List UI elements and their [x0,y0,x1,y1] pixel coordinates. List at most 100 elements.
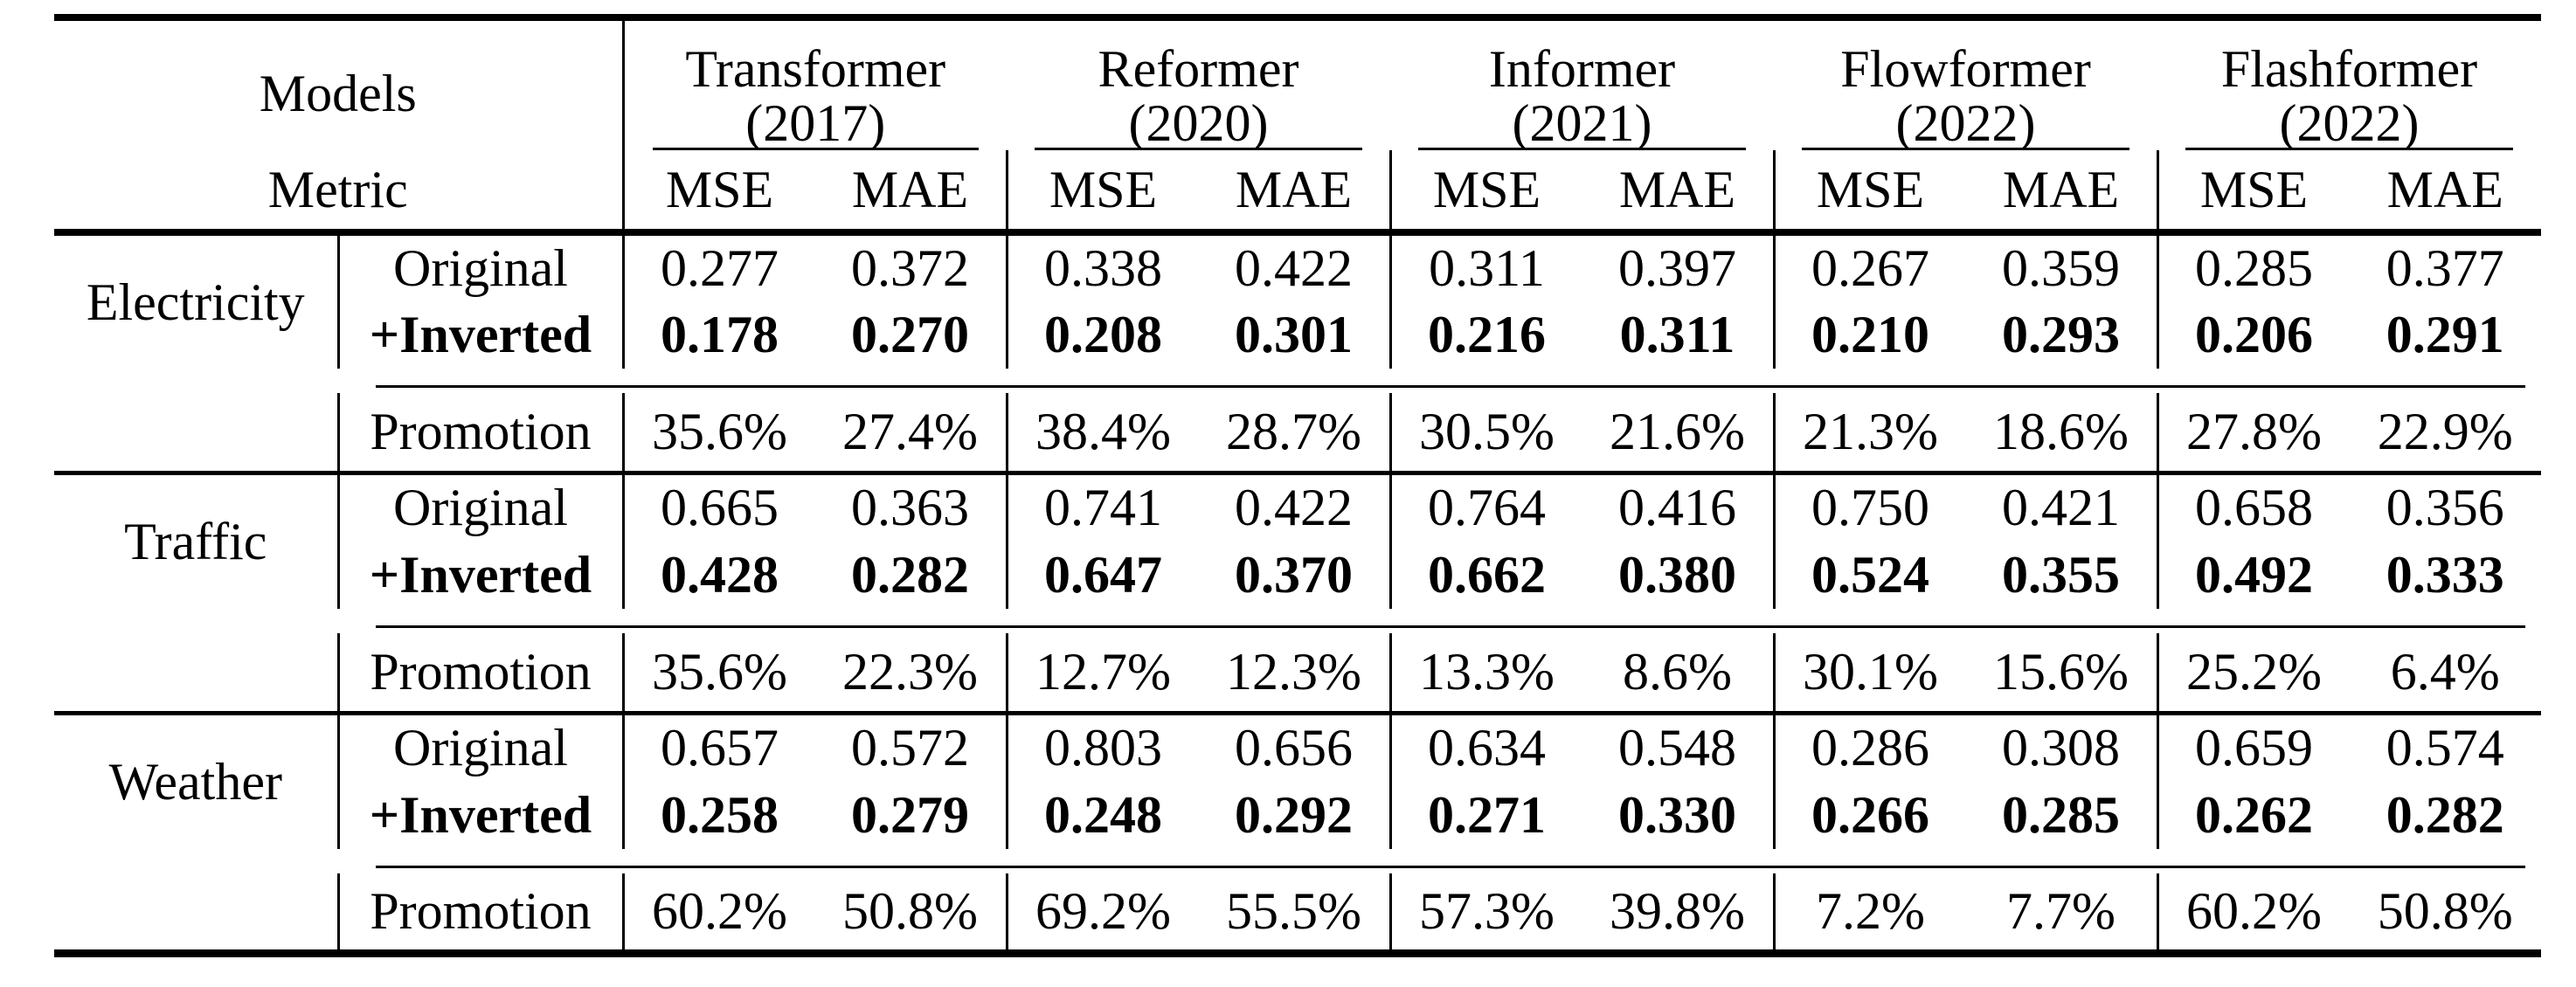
metric-value: 0.803 [1005,713,1199,781]
metric-value: 0.262 [2156,781,2350,849]
row-label-inverted: +Inverted [369,546,592,604]
dataset-label: Traffic [54,473,340,609]
metric-value: 0.282 [2386,786,2504,844]
metric-value: 0.285 [2002,786,2121,844]
mse-header: MSE [2156,150,2350,236]
metric-value: 0.282 [851,546,969,604]
metric-value: 0.662 [1388,541,1582,609]
promotion-value: 39.8% [1610,882,1745,941]
promotion-value: 12.7% [1005,633,1199,715]
promotion-value: 15.6% [1965,633,2158,715]
row-label-original: Original [393,479,568,537]
row-label-original: Original [393,719,568,777]
model-header-transformer: Transformer (2017) [621,17,1007,150]
metric-value: 0.286 [1772,713,1966,781]
model-year: (2021) [1512,94,1652,150]
promotion-value: 50.8% [2377,882,2513,941]
metric-value: 0.492 [2156,541,2350,609]
metric-value: 0.658 [2156,473,2350,541]
cmidrule [376,384,2526,388]
metric-value: 0.657 [621,713,815,781]
partial-rule-row [54,369,2541,393]
dataset-label: Electricity [54,232,340,369]
metric-value: 0.277 [621,232,815,300]
row-label-promotion: Promotion [338,633,623,715]
promotion-value: 55.5% [1226,882,1361,941]
metric-value: 0.301 [1235,306,1353,363]
metric-value: 0.266 [1772,781,1966,849]
promotion-value: 18.6% [1965,393,2158,475]
cmidrule [376,625,2526,628]
promotion-value: 57.3% [1388,873,1582,953]
metric-value: 0.292 [1235,786,1353,844]
cmidrule [376,865,2526,868]
cmidrule [1802,148,2130,150]
row-label-original: Original [393,239,568,297]
partial-rule-cell [54,609,2541,633]
metric-header-label: Metric [54,150,623,236]
promotion-value: 22.3% [814,633,1007,715]
row-label-promotion: Promotion [370,882,592,941]
metric-value: 0.574 [2386,719,2504,777]
partial-rule-cell [54,369,2541,393]
metric-value: 0.356 [2386,479,2504,537]
partial-rule-row [54,849,2541,873]
metric-value: 0.271 [1388,781,1582,849]
metric-value: 0.248 [1005,781,1199,849]
model-header-informer: Informer (2021) [1390,17,1774,150]
partial-rule-cell [54,849,2541,873]
metric-value: 0.216 [1388,300,1582,369]
mse-header: MSE [1772,150,1966,236]
promotion-value: 27.8% [2156,393,2350,475]
metric-value: 0.338 [1005,232,1199,300]
metric-value: 0.377 [2386,239,2504,297]
promotion-value: 38.4% [1005,393,1199,475]
promotion-value: 69.2% [1005,873,1199,953]
promotion-value: 28.7% [1198,393,1390,475]
metric-value: 0.291 [2386,306,2504,363]
metric-value: 0.178 [621,300,815,369]
metric-value: 0.355 [2002,546,2121,604]
model-year: (2017) [745,94,886,150]
metric-value: 0.285 [2156,232,2350,300]
cmidrule [1035,148,1362,150]
row-traffic-promotion: Promotion 35.6% 22.3% 12.7% 12.3% 13.3% … [54,633,2542,715]
metric-value: 0.428 [621,541,815,609]
promotion-value: 21.6% [1582,393,1775,475]
promotion-value: 12.3% [1198,633,1390,715]
metric-value: 0.422 [1235,479,1353,537]
model-name: Flowformer [1840,40,2091,98]
metric-value: 0.279 [851,786,969,844]
metric-value: 0.311 [1619,306,1735,363]
model-name: Transformer [685,40,946,98]
metric-value: 0.656 [1235,719,1353,777]
row-weather-promotion: Promotion 60.2% 50.8% 69.2% 55.5% 57.3% … [54,873,2541,953]
promotion-value: 30.5% [1388,393,1582,475]
metric-value: 0.524 [1772,541,1966,609]
metric-value: 0.741 [1005,473,1199,541]
model-name: Reformer [1098,40,1299,98]
metric-value: 0.421 [2002,479,2121,537]
metric-value: 0.572 [851,719,969,777]
promotion-value: 13.3% [1388,633,1582,715]
metric-value: 0.311 [1388,232,1582,300]
models-header-label: Models [54,17,623,150]
mae-header: MAE [1198,150,1390,236]
promotion-value: 27.4% [814,393,1007,475]
metric-value: 0.208 [1005,300,1199,369]
metric-value: 0.270 [851,306,969,363]
mae-header: MAE [814,150,1007,236]
metric-value: 0.210 [1772,300,1966,369]
metric-value: 0.380 [1618,546,1736,604]
model-header-flowformer: Flowformer (2022) [1774,17,2157,150]
model-year: (2022) [2279,94,2420,150]
dataset-label: Weather [54,713,340,849]
row-label-promotion: Promotion [338,393,623,475]
mae-header: MAE [2349,150,2542,236]
metric-value: 0.293 [2002,306,2121,363]
promotion-value: 7.7% [2006,882,2116,941]
cmidrule [2185,148,2514,150]
metric-value: 0.363 [851,479,969,537]
row-electricity-original: Electricity Original 0.277 0.372 0.338 0… [54,232,2541,369]
